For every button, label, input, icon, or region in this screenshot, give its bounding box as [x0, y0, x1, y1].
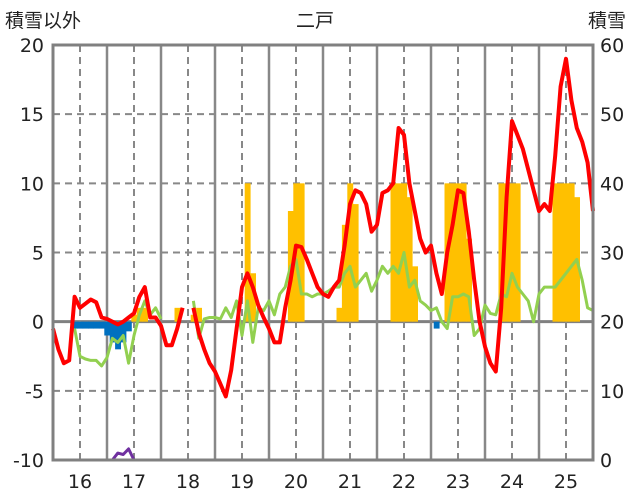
snow-bar	[514, 183, 521, 322]
snow-bar	[390, 183, 397, 322]
snow-bar	[336, 307, 343, 322]
blue-bar	[98, 321, 105, 329]
y-tick-right: 30	[600, 243, 624, 265]
blue-bar	[93, 321, 100, 329]
snow-bar	[395, 183, 402, 322]
snow-bar	[352, 204, 359, 322]
x-tick: 24	[500, 471, 524, 493]
snow-bar	[568, 183, 575, 322]
y-tick-left: 20	[20, 35, 44, 57]
snow-bar	[412, 266, 418, 322]
y-tick-right: 40	[600, 173, 624, 195]
right-axis-label: 積雪	[588, 10, 627, 32]
y-tick-left: 10	[20, 173, 44, 195]
snow-bar	[498, 183, 505, 322]
snow-bar	[455, 183, 462, 322]
snow-bar	[449, 183, 456, 322]
snow-bar	[142, 307, 148, 322]
x-tick: 22	[392, 471, 416, 493]
snow-bar	[466, 238, 472, 322]
snow-bar	[563, 183, 570, 322]
blue-bar	[82, 321, 89, 329]
snow-bar	[347, 183, 354, 322]
snow-bar	[250, 273, 256, 322]
snow-bar	[509, 183, 516, 322]
left-axis-label: 積雪以外	[5, 10, 82, 32]
snow-bar	[557, 183, 564, 322]
x-tick: 21	[338, 471, 362, 493]
x-tick: 23	[446, 471, 470, 493]
x-tick: 19	[230, 471, 254, 493]
blue-bar	[71, 321, 78, 329]
plot-border	[51, 43, 595, 462]
blue-bar	[115, 321, 121, 350]
x-tick: 20	[284, 471, 308, 493]
blue-bar	[109, 321, 116, 343]
blue-bar	[77, 321, 84, 329]
y-tick-right: 10	[600, 381, 624, 403]
blue-bar	[433, 321, 440, 329]
y-tick-right: 60	[600, 35, 624, 57]
x-tick: 17	[122, 471, 146, 493]
series-line-red	[51, 56, 595, 399]
y-tick-left: 15	[20, 104, 44, 126]
snow-bar	[552, 183, 559, 322]
y-tick-right: 0	[600, 450, 612, 472]
y-tick-left: 0	[32, 312, 44, 334]
blue-bar	[125, 321, 132, 332]
blue-bar	[104, 321, 111, 336]
y-tick-right: 20	[600, 312, 624, 334]
snow-bar	[460, 183, 467, 322]
snow-bar	[174, 307, 181, 322]
y-tick-right: 50	[600, 104, 624, 126]
x-tick: 25	[554, 471, 578, 493]
blue-bar	[88, 321, 94, 329]
snow-bar	[406, 197, 413, 322]
snow-bar	[131, 314, 138, 322]
blue-bar	[120, 321, 127, 343]
x-tick: 16	[68, 471, 92, 493]
y-tick-left: -10	[13, 450, 44, 472]
y-tick-left: -5	[25, 381, 44, 403]
snow-bar	[503, 183, 510, 322]
x-tick: 18	[176, 471, 200, 493]
snow-bar	[196, 307, 202, 322]
y-tick-left: 5	[32, 243, 44, 265]
snow-bar	[244, 183, 251, 322]
chart-title: 二戸	[296, 10, 335, 32]
